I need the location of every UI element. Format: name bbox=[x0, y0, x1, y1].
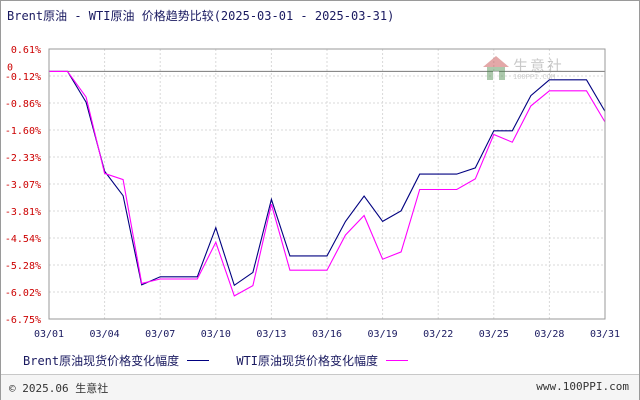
y-tick-label: -3.81% bbox=[5, 207, 41, 218]
x-tick-label: 03/07 bbox=[145, 329, 175, 340]
grid-lines bbox=[48, 48, 606, 320]
y-zero-label: 0 bbox=[7, 62, 13, 73]
plot-border bbox=[48, 48, 606, 320]
chart-title: Brent原油 - WTI原油 价格趋势比较(2025-03-01 - 2025… bbox=[7, 9, 395, 23]
y-tick-label: -1.60% bbox=[5, 126, 41, 137]
legend-swatch-wti bbox=[386, 360, 409, 361]
legend-item-wti: WTI原油现货价格变化幅度 bbox=[236, 352, 409, 369]
line-chart: 0.61% -0.12% -0.86% -1.60% -2.33% -3.07% -3.81… bbox=[5, 45, 620, 340]
x-tick-labels: 03/01 03/04 03/07 03/10 03/13 03/16 03/19 03/22… bbox=[34, 329, 620, 340]
legend-item-brent: Brent原油现货价格变化幅度 bbox=[23, 352, 210, 369]
x-tick-label: 03/19 bbox=[368, 329, 398, 340]
legend-label-wti: WTI原油现货价格变化幅度 bbox=[236, 354, 379, 368]
series-lines bbox=[49, 70, 606, 297]
footer-bar: © 2025.06 生意社 www.100PPI.com bbox=[1, 374, 639, 400]
watermark-url: 100PPI.COM bbox=[513, 73, 556, 81]
series-line-brent bbox=[49, 70, 606, 287]
legend-swatch-brent bbox=[187, 360, 210, 361]
footer-copyright: © 2025.06 生意社 bbox=[9, 382, 109, 395]
x-tick-label: 03/31 bbox=[590, 329, 620, 340]
series-line-wti bbox=[49, 70, 606, 297]
y-tick-label: -4.54% bbox=[5, 234, 41, 245]
legend-label-brent: Brent原油现货价格变化幅度 bbox=[23, 354, 180, 368]
footer-url[interactable]: www.100PPI.com bbox=[536, 380, 629, 393]
y-tick-labels: 0.61% -0.12% -0.86% -1.60% -2.33% -3.07% -3.81… bbox=[5, 45, 41, 326]
y-tick-label: -6.02% bbox=[5, 288, 41, 299]
legend: Brent原油现货价格变化幅度 WTI原油现货价格变化幅度 bbox=[23, 352, 428, 369]
watermark-logo: 生意社 100PPI.COM bbox=[481, 53, 581, 85]
y-tick-label: -2.33% bbox=[5, 153, 41, 164]
y-tick-label: 0.61% bbox=[11, 45, 41, 56]
x-tick-label: 03/16 bbox=[312, 329, 342, 340]
x-tick-label: 03/22 bbox=[423, 329, 453, 340]
y-tick-label: -0.86% bbox=[5, 99, 41, 110]
y-tick-label: -5.28% bbox=[5, 261, 41, 272]
watermark-name: 生意社 bbox=[513, 57, 565, 75]
x-tick-label: 03/01 bbox=[34, 329, 64, 340]
y-tick-label: -6.75% bbox=[5, 315, 41, 326]
house-icon bbox=[483, 56, 509, 80]
x-tick-label: 03/13 bbox=[256, 329, 286, 340]
y-tick-label: -0.12% bbox=[5, 72, 41, 83]
x-tick-label: 03/28 bbox=[534, 329, 564, 340]
x-tick-label: 03/10 bbox=[201, 329, 231, 340]
x-tick-label: 03/25 bbox=[479, 329, 509, 340]
x-tick-label: 03/04 bbox=[90, 329, 120, 340]
y-tick-label: -3.07% bbox=[5, 180, 41, 191]
